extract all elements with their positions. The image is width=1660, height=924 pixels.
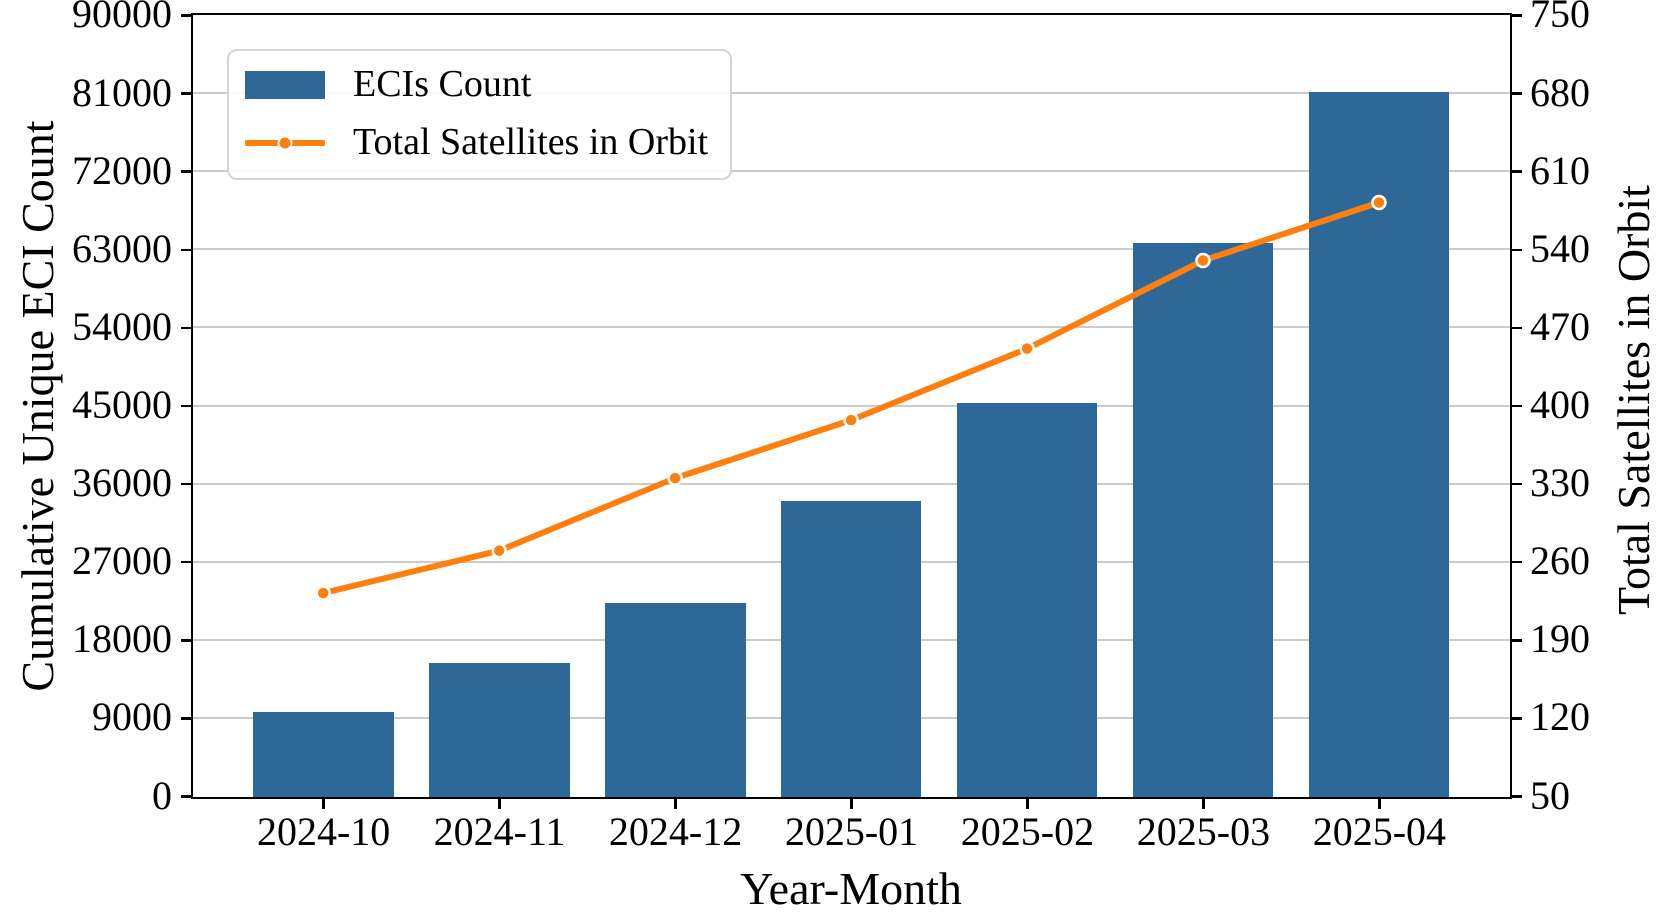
tick-mark	[1512, 404, 1522, 408]
legend-bar-swatch-icon	[245, 70, 325, 99]
y-tick-label-left: 63000	[72, 225, 172, 271]
tick-mark	[1512, 170, 1522, 173]
tick-mark	[1512, 795, 1522, 798]
satellites-line-marker	[667, 470, 683, 486]
bar-layer	[193, 15, 1510, 797]
y-tick-label-right: 190	[1530, 616, 1590, 662]
y-tick-label-left: 45000	[72, 382, 172, 428]
satellites-line	[320, 199, 1382, 597]
legend-entry-line: Total Satellites in Orbit	[245, 121, 708, 165]
tick-mark	[1512, 326, 1522, 330]
tick-mark	[181, 795, 191, 798]
tick-mark	[1026, 799, 1029, 809]
legend-bar-label: ECIs Count	[353, 63, 532, 105]
x-tick-label: 2025-01	[784, 809, 919, 854]
gridline	[193, 248, 1510, 251]
tick-mark	[181, 326, 191, 330]
satellites-line-marker	[1019, 340, 1035, 357]
tick-mark	[498, 799, 501, 809]
tick-mark	[322, 799, 325, 809]
x-tick-label: 2025-04	[1312, 809, 1447, 854]
legend-entry-bars: ECIs Count	[245, 63, 708, 107]
y-tick-label-left: 81000	[72, 69, 172, 115]
tick-mark	[1512, 14, 1522, 17]
y-tick-label-left: 36000	[72, 460, 172, 506]
legend-line-marker-icon	[245, 135, 325, 151]
eci-count-bar	[428, 663, 570, 797]
x-tick-label: 2024-12	[608, 809, 743, 854]
y-tick-label-left: 72000	[72, 147, 172, 193]
satellites-line-marker	[491, 542, 507, 559]
satellites-line-marker	[1195, 252, 1211, 269]
satellites-line-marker	[843, 412, 859, 428]
satellites-line-marker	[1371, 194, 1387, 211]
eci-count-bar	[1132, 243, 1274, 797]
y-tick-label-left: 27000	[72, 538, 172, 584]
tick-mark	[181, 482, 191, 486]
y-tick-label-right: 610	[1530, 147, 1590, 193]
tick-mark	[181, 717, 191, 720]
eci-count-bar	[604, 602, 746, 797]
y-tick-label-left: 18000	[72, 616, 172, 662]
x-tick-label: 2025-02	[960, 809, 1095, 854]
plot-area	[191, 13, 1512, 799]
tick-mark	[181, 561, 191, 564]
y-tick-label-right: 540	[1530, 225, 1590, 271]
x-axis-title: Year-Month	[740, 863, 962, 914]
tick-mark	[1512, 717, 1522, 720]
y-tick-label-left: 9000	[92, 694, 172, 740]
eci-count-bar	[252, 711, 394, 797]
y-tick-label-right: 260	[1530, 538, 1590, 584]
tick-mark	[181, 639, 191, 642]
legend-line-label: Total Satellites in Orbit	[353, 120, 709, 163]
tick-mark	[1512, 92, 1522, 95]
x-tick-label: 2024-10	[256, 809, 391, 854]
tick-mark	[1512, 639, 1522, 642]
y-tick-label-right: 120	[1530, 694, 1590, 740]
tick-mark	[181, 14, 191, 17]
x-tick-label: 2025-03	[1136, 809, 1271, 854]
tick-mark	[1202, 799, 1205, 809]
satellites-line-series	[315, 194, 1387, 601]
tick-mark	[181, 404, 191, 408]
y-tick-label-left: 54000	[72, 304, 172, 350]
y-tick-label-right: 680	[1530, 69, 1590, 115]
tick-mark	[1512, 248, 1522, 251]
y-tick-label-right: 330	[1530, 460, 1590, 506]
gridline	[193, 404, 1510, 407]
eci-count-bar	[780, 501, 922, 797]
gridline	[193, 326, 1510, 329]
gridline	[193, 92, 1510, 95]
y-tick-label-right: 400	[1530, 382, 1590, 428]
tick-mark	[1512, 482, 1522, 486]
eci-count-bar	[956, 402, 1098, 797]
x-tick-label: 2024-11	[433, 809, 566, 854]
y-tick-label-left: 90000	[72, 0, 172, 37]
tick-mark	[674, 799, 677, 809]
tick-mark	[181, 248, 191, 251]
legend: ECIs Count Total Satellites in Orbit	[227, 49, 733, 181]
tick-mark	[181, 170, 191, 173]
satellites-line-marker	[315, 585, 331, 601]
tick-mark	[850, 799, 853, 809]
tick-mark	[181, 92, 191, 95]
tick-mark	[1378, 799, 1381, 809]
gridline	[193, 170, 1510, 173]
right-axis-title: Total Satellites in Orbit	[1608, 185, 1659, 615]
y-tick-label-left: 0	[152, 772, 172, 818]
tick-mark	[1512, 561, 1522, 564]
y-tick-label-right: 470	[1530, 304, 1590, 350]
y-tick-label-right: 750	[1530, 0, 1590, 37]
gridline	[193, 482, 1510, 485]
y-tick-label-right: 50	[1530, 772, 1570, 818]
